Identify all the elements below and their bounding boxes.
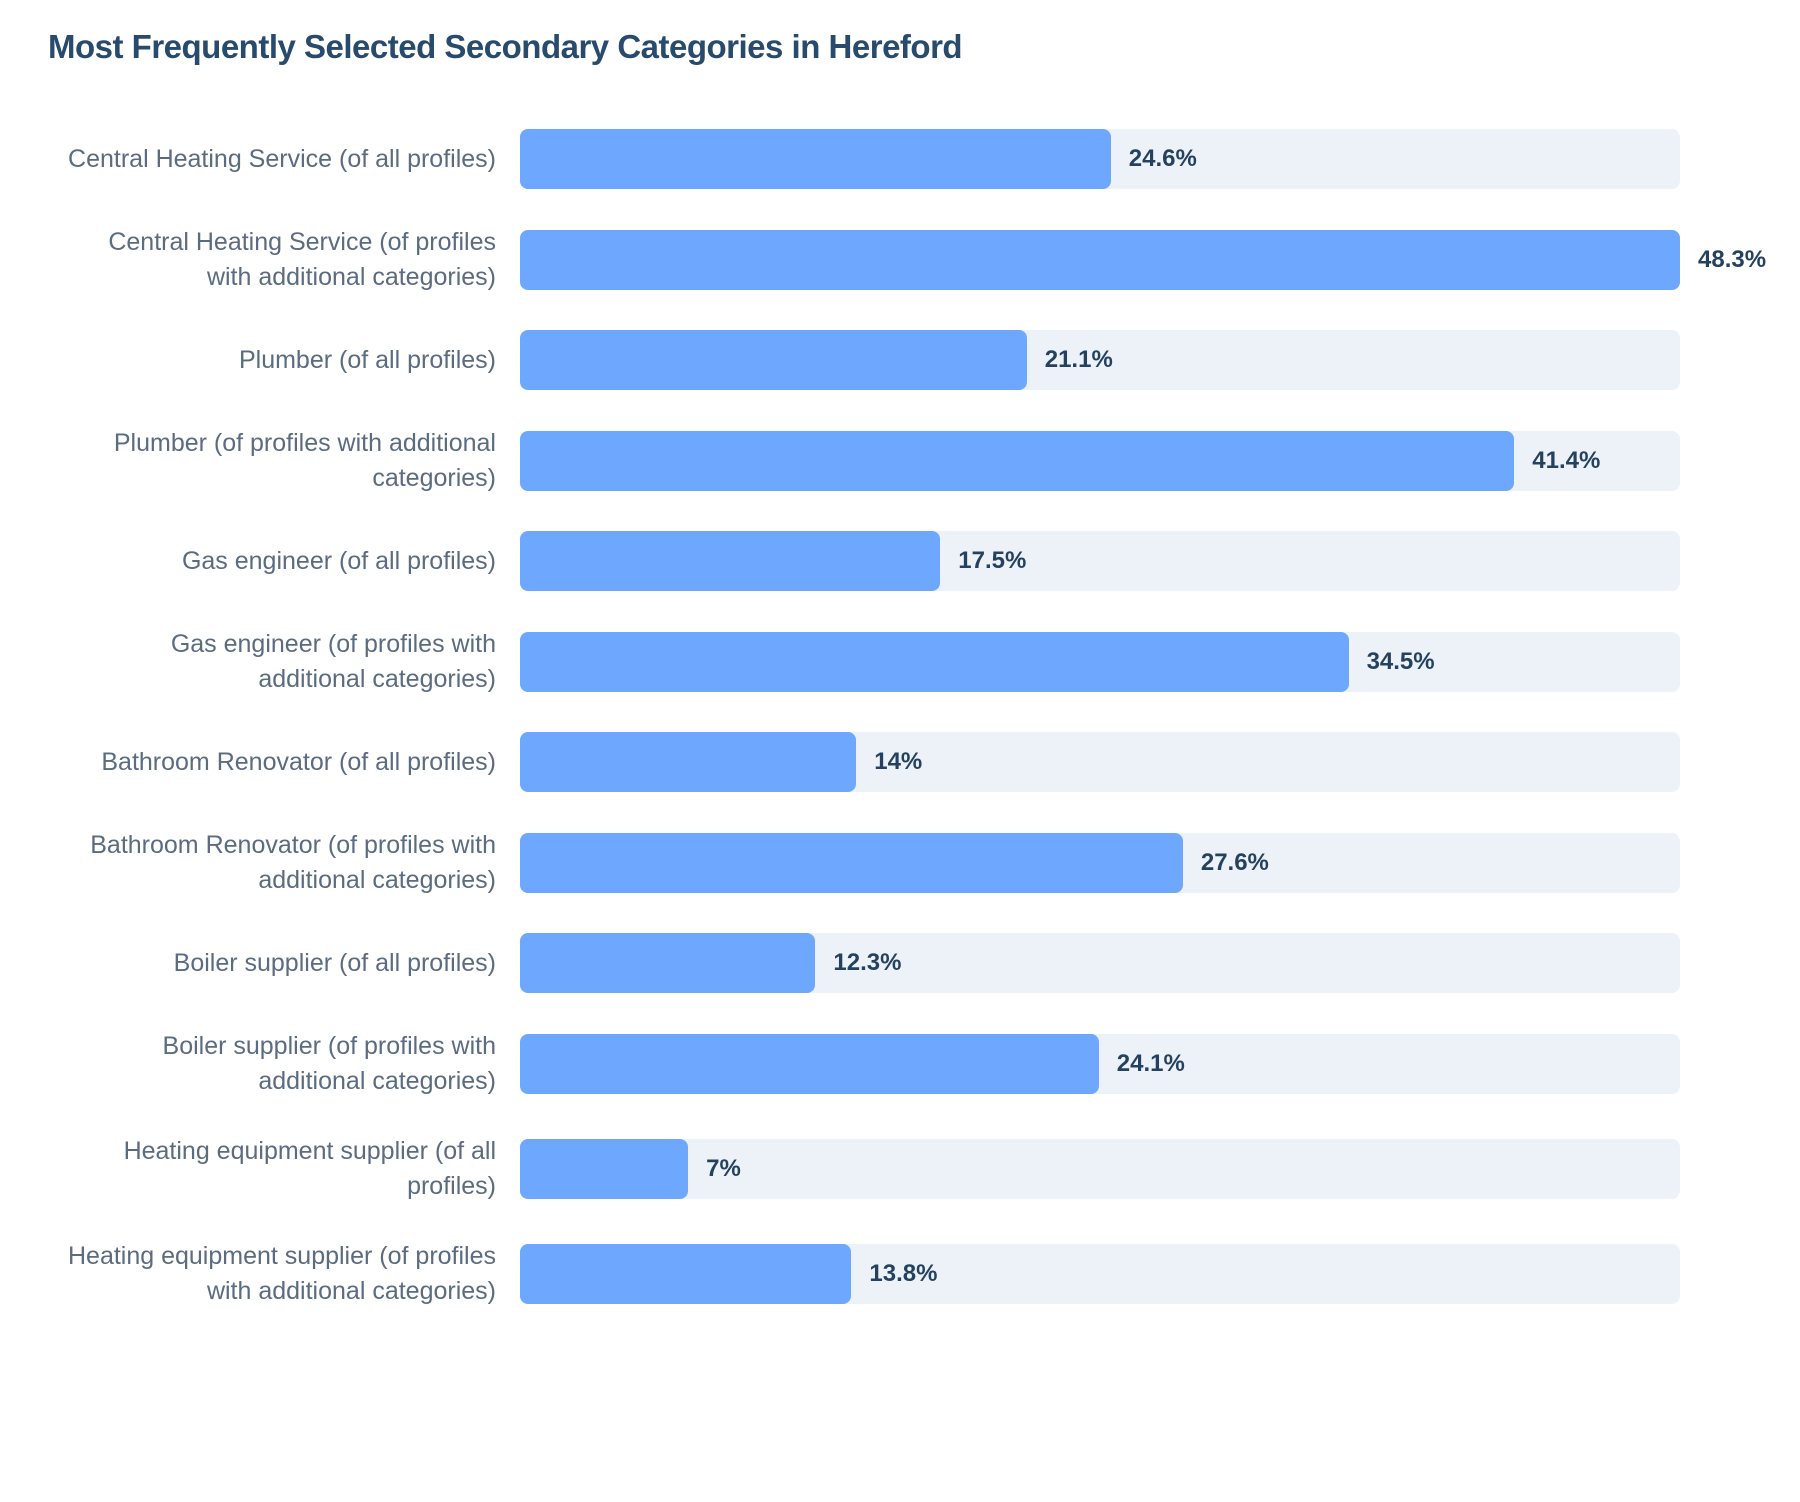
value-label: 41.4% bbox=[1532, 446, 1601, 474]
bar-track: 12.3% bbox=[520, 933, 1680, 993]
value-label: 17.5% bbox=[958, 547, 1027, 574]
bar bbox=[520, 129, 1111, 189]
value-label: 14% bbox=[874, 748, 923, 775]
bar bbox=[520, 430, 1515, 491]
bar-track: 21.1% bbox=[520, 330, 1680, 390]
bar-row: Central Heating Service (of profiles wit… bbox=[60, 225, 1766, 294]
chart-rows: Central Heating Service (of all profiles… bbox=[60, 129, 1766, 1308]
bar bbox=[520, 1138, 689, 1199]
bar-track: 17.5% bbox=[520, 531, 1680, 591]
bar bbox=[520, 732, 857, 792]
value-label: 13.8% bbox=[869, 1259, 938, 1287]
bar-row: Gas engineer (of all profiles) 17.5% bbox=[60, 531, 1680, 591]
category-label: Gas engineer (of all profiles) bbox=[181, 546, 496, 575]
bar bbox=[520, 531, 941, 591]
bar-row: Bathroom Renovator (of all profiles) 14% bbox=[60, 732, 1680, 792]
bar-track: 24.6% bbox=[520, 129, 1680, 189]
category-label: Central Heating Service (of all profiles… bbox=[68, 144, 496, 173]
value-label: 12.3% bbox=[833, 949, 902, 976]
bar-row: Bathroom Renovator (of profiles with add… bbox=[60, 828, 1680, 897]
value-label: 27.6% bbox=[1200, 848, 1269, 876]
bar-track: 13.8% bbox=[520, 1243, 1680, 1304]
bar-row: Boiler supplier (of profiles with additi… bbox=[60, 1029, 1680, 1098]
bar-row: Plumber (of profiles with additional cat… bbox=[60, 426, 1680, 495]
category-label: Boiler supplier (of profiles with additi… bbox=[162, 1032, 496, 1095]
bar bbox=[520, 933, 816, 993]
bar-track: 34.5% bbox=[520, 631, 1680, 692]
bar bbox=[520, 832, 1183, 893]
value-label: 24.1% bbox=[1116, 1049, 1185, 1077]
bar-row: Gas engineer (of profiles with additiona… bbox=[60, 627, 1680, 696]
category-label: Heating equipment supplier (of profiles … bbox=[67, 1242, 496, 1305]
category-label: Plumber (of profiles with additional cat… bbox=[113, 429, 496, 492]
bar-track: 14% bbox=[520, 732, 1680, 792]
value-label: 7% bbox=[706, 1154, 741, 1182]
category-label: Gas engineer (of profiles with additiona… bbox=[170, 630, 496, 693]
chart-title: Most Frequently Selected Secondary Categ… bbox=[48, 28, 963, 65]
bar-row: Boiler supplier (of all profiles) 12.3% bbox=[60, 933, 1680, 993]
bar-track: 27.6% bbox=[520, 832, 1680, 893]
bar bbox=[520, 631, 1349, 692]
value-label: 34.5% bbox=[1366, 647, 1435, 675]
value-label: 21.1% bbox=[1044, 346, 1113, 373]
bar bbox=[520, 1243, 852, 1304]
bar bbox=[520, 330, 1027, 390]
bar-track: 41.4% bbox=[520, 430, 1680, 491]
bar-track: 48.3% bbox=[520, 229, 1766, 290]
bar-row: Plumber (of all profiles) 21.1% bbox=[60, 330, 1680, 390]
category-label: Plumber (of all profiles) bbox=[238, 345, 496, 374]
bar bbox=[520, 229, 1680, 290]
bar-row: Central Heating Service (of all profiles… bbox=[60, 129, 1680, 189]
value-label: 24.6% bbox=[1128, 145, 1197, 172]
category-label: Boiler supplier (of all profiles) bbox=[173, 948, 496, 977]
bar-track: 24.1% bbox=[520, 1033, 1680, 1094]
bar-row: Heating equipment supplier (of all profi… bbox=[60, 1134, 1680, 1203]
category-label: Bathroom Renovator (of profiles with add… bbox=[90, 831, 496, 894]
bar-track: 7% bbox=[520, 1138, 1680, 1199]
bar bbox=[520, 1033, 1099, 1094]
category-label: Bathroom Renovator (of all profiles) bbox=[101, 747, 496, 776]
category-label: Central Heating Service (of profiles wit… bbox=[108, 228, 496, 291]
bar-row: Heating equipment supplier (of profiles … bbox=[60, 1239, 1680, 1308]
value-label: 48.3% bbox=[1698, 245, 1767, 273]
category-label: Heating equipment supplier (of all profi… bbox=[123, 1137, 496, 1200]
